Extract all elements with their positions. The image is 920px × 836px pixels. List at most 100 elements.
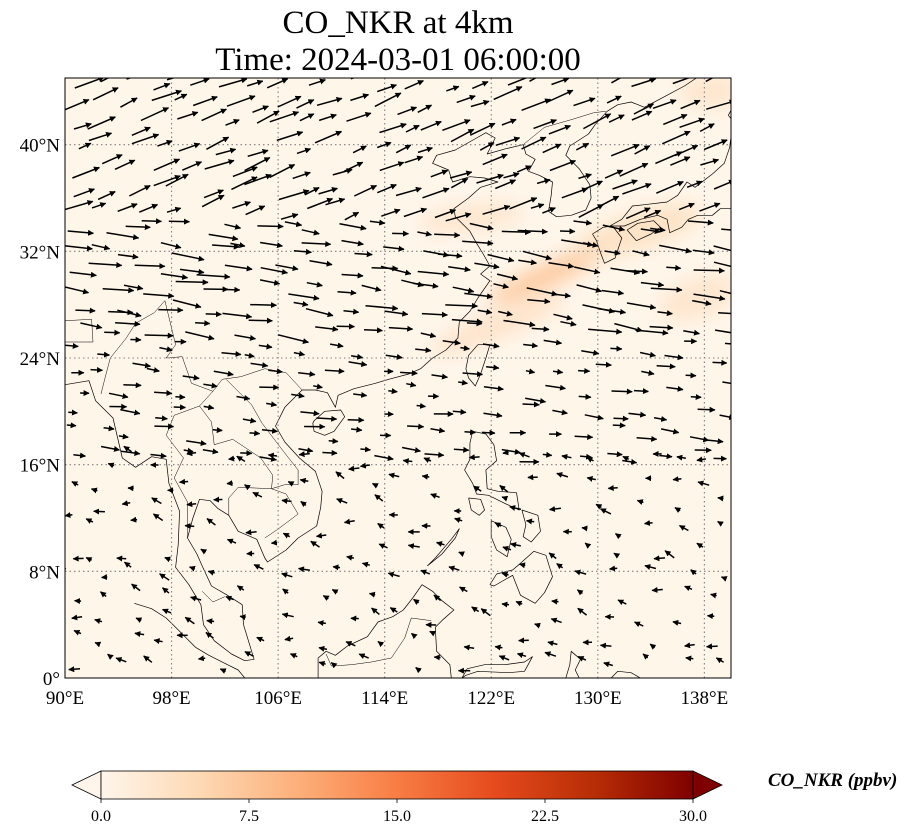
wind-arrow: [284, 221, 303, 228]
wind-arrow: [522, 250, 552, 261]
wind-arrow: [480, 608, 491, 617]
wind-arrow: [313, 383, 323, 390]
wind-arrow: [601, 289, 625, 296]
wind-arrow: [641, 369, 655, 376]
wind-arrow: [481, 429, 496, 436]
wind-arrow: [672, 78, 701, 85]
wind-arrow: [552, 368, 564, 375]
lon-tick-label: 138°E: [681, 688, 729, 709]
wind-arrow: [257, 223, 284, 230]
wind-arrow: [160, 273, 189, 280]
wind-arrow: [347, 417, 365, 424]
wind-arrow: [71, 614, 83, 621]
wind-arrow: [108, 392, 129, 400]
wind-arrow: [607, 485, 618, 491]
wind-arrow: [486, 364, 500, 371]
wind-arrow: [612, 179, 638, 190]
wind-arrow: [517, 228, 548, 235]
wind-arrow: [643, 209, 662, 219]
wind-arrow: [710, 592, 717, 599]
wind-arrow: [452, 286, 475, 294]
wind-arrow: [184, 616, 195, 625]
wind-arrow: [139, 203, 159, 213]
wind-arrow: [626, 302, 657, 310]
wind-arrow: [420, 569, 431, 576]
wind-arrow: [437, 252, 463, 259]
wind-arrow: [470, 99, 490, 108]
wind-arrow: [171, 252, 205, 262]
wind-arrow: [612, 422, 626, 429]
wind-arrow: [329, 342, 344, 349]
wind-arrow: [715, 657, 724, 664]
wind-arrow: [101, 154, 123, 165]
wind-arrow: [232, 201, 251, 209]
wind-arrow: [401, 446, 421, 454]
wind-arrow: [619, 162, 649, 177]
wind-arrow: [576, 284, 602, 293]
wind-arrow: [202, 448, 219, 455]
wind-arrow: [578, 393, 592, 400]
wind-arrow: [91, 243, 111, 251]
wind-arrow: [706, 643, 718, 650]
wind-arrow: [66, 422, 77, 429]
wind-arrow: [672, 619, 682, 626]
wind-arrow: [417, 146, 433, 154]
wind-arrow: [548, 552, 557, 560]
wind-arrow: [222, 286, 241, 293]
wind-arrow: [352, 145, 367, 154]
wind-arrow: [378, 543, 388, 550]
wind-arrow: [420, 120, 442, 131]
wind-arrow: [67, 229, 94, 236]
wind-arrow: [573, 97, 596, 107]
wind-arrow: [685, 655, 694, 662]
wind-arrow: [560, 320, 577, 327]
wind-arrow: [430, 427, 446, 434]
wind-arrow: [315, 325, 339, 332]
wind-arrow: [403, 207, 428, 218]
wind-arrow: [586, 475, 596, 482]
wind-arrow: [250, 362, 269, 369]
wind-arrow: [655, 151, 683, 165]
wind-arrow: [550, 617, 562, 624]
wind-arrow: [107, 653, 114, 660]
wind-arrow: [672, 476, 682, 483]
wind-arrow: [575, 142, 590, 151]
wind-arrow: [609, 565, 618, 572]
wind-arrow: [551, 78, 570, 86]
wind-arrow: [611, 78, 622, 84]
wind-arrow: [298, 566, 311, 573]
wind-arrow: [400, 370, 418, 377]
wind-arrow: [365, 304, 399, 312]
wind-arrow: [128, 184, 151, 197]
wind-arrow: [100, 591, 107, 598]
lat-tick-label: 16°N: [20, 456, 61, 477]
wind-arrow: [615, 532, 622, 540]
wind-arrow: [610, 143, 640, 157]
wind-arrow: [595, 361, 612, 368]
wind-arrow: [244, 484, 251, 491]
wind-arrow: [206, 518, 216, 526]
wind-arrow: [315, 532, 327, 539]
wind-arrow: [91, 202, 107, 209]
wind-arrow: [522, 401, 540, 408]
wind-arrow: [224, 264, 253, 272]
wind-arrow: [359, 462, 371, 469]
wind-arrow: [690, 393, 702, 400]
lon-tick-label: 122°E: [467, 688, 515, 709]
wind-arrow: [462, 371, 483, 378]
wind-arrow: [256, 636, 265, 643]
wind-arrow: [379, 161, 405, 172]
wind-arrow: [90, 366, 103, 373]
wind-arrow: [577, 655, 587, 662]
border-6: [100, 300, 166, 395]
wind-arrow: [453, 446, 470, 453]
wind-arrow: [226, 95, 256, 107]
wind-arrow: [663, 113, 688, 126]
wind-arrow: [242, 417, 257, 424]
wind-arrow: [374, 454, 394, 462]
wind-arrow: [502, 449, 509, 456]
wind-arrow: [244, 352, 255, 359]
wind-arrow: [298, 371, 316, 377]
wind-arrow: [548, 124, 572, 135]
wind-arrow: [300, 500, 307, 508]
